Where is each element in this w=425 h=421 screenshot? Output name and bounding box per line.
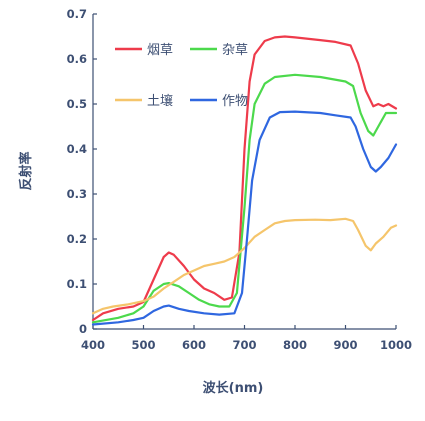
y-tick-label: 0.2 [67,232,87,246]
legend-label-tobacco: 烟草 [147,43,173,58]
y-axis-label: 反射率 [18,151,34,190]
legend-item-weed: 杂草 [190,43,248,58]
y-tick-label: 0.3 [67,187,87,201]
legend-item-crop: 作物 [190,94,248,109]
series-line-crop [91,110,398,326]
x-axis-label: 波长(nm) [203,380,264,396]
x-ticks: 400 500 600 700 800 900 1000 [81,325,412,352]
y-tick-label: 0.6 [67,52,87,66]
y-tick-label: 0.4 [67,142,87,156]
legend: 烟草 杂草 土壤 作物 [115,43,248,109]
y-ticks: 0 0.1 0.2 0.3 0.4 0.5 0.6 0.7 [67,7,97,336]
series-line-weed [91,73,398,324]
series-line-soil [91,217,398,315]
legend-label-crop: 作物 [222,94,248,109]
y-tick-label: 0.1 [67,277,87,291]
legend-label-soil: 土壤 [147,93,173,109]
axes [92,14,396,330]
y-tick-label: 0.5 [67,97,87,111]
x-tick-label: 900 [333,338,357,352]
x-tick-label: 700 [232,338,256,352]
legend-item-tobacco: 烟草 [115,43,173,58]
x-tick-label: 600 [182,338,206,352]
x-tick-label: 500 [131,338,155,352]
series-line-tobacco [91,35,398,322]
series-lines [91,35,398,326]
legend-label-weed: 杂草 [222,43,248,58]
y-tick-label: 0.7 [67,7,87,21]
x-tick-label: 1000 [380,338,412,352]
x-tick-label: 400 [81,338,105,352]
y-tick-label: 0 [79,322,87,336]
x-tick-label: 800 [283,338,307,352]
legend-item-soil: 土壤 [115,93,173,109]
